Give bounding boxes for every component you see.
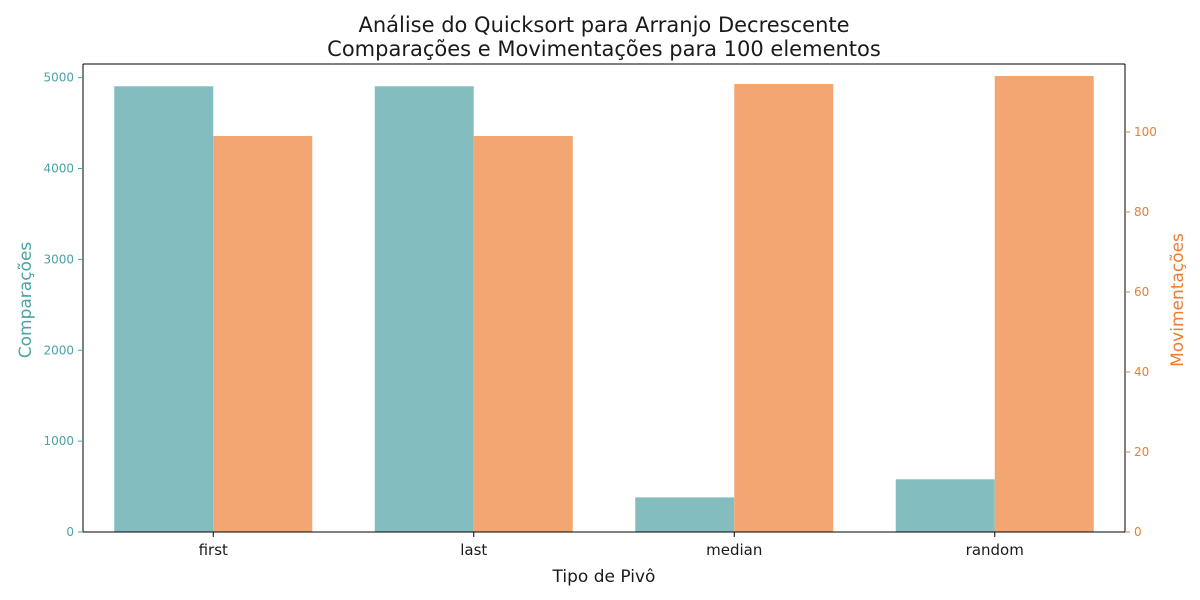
y-left-tick-label: 0 [66, 525, 74, 539]
y-right-tick-label: 20 [1134, 445, 1149, 459]
y-left-tick-label: 2000 [43, 343, 74, 357]
y-right-tick-label: 40 [1134, 365, 1149, 379]
ticks-group: first last median random0100020003000400050… [43, 71, 1156, 559]
y-axis-right-label: Movimentações [1168, 233, 1188, 367]
x-tick-label-first: first [199, 541, 228, 559]
y-left-tick-label: 4000 [43, 162, 74, 176]
y-right-tick-label: 80 [1134, 205, 1149, 219]
x-axis-label: Tipo de Pivô [552, 567, 656, 587]
y-right-tick-label: 100 [1134, 125, 1157, 139]
y-left-tick-label: 3000 [43, 252, 74, 266]
x-tick-label-last: last [460, 541, 487, 559]
bar-comparacoes-random [895, 479, 995, 532]
bars-group [114, 76, 1094, 533]
chart-title-line-2: Comparações e Movimentações para 100 ele… [327, 37, 881, 61]
y-left-tick-label: 5000 [43, 71, 74, 85]
y-left-tick-label: 1000 [43, 434, 74, 448]
bar-movimentacoes-last [473, 136, 573, 532]
bar-movimentacoes-first [213, 136, 313, 532]
bar-movimentacoes-median [734, 84, 834, 532]
x-tick-label-random: random [966, 541, 1024, 559]
axes-group [82, 63, 1126, 533]
y-axis-left-label: Comparações [16, 242, 36, 359]
bar-comparacoes-first [114, 86, 214, 533]
x-tick-label-median: median [706, 541, 762, 559]
chart-title-line-1: Análise do Quicksort para Arranjo Decres… [358, 13, 849, 37]
bar-comparacoes-last [374, 86, 474, 533]
bar-comparacoes-median [635, 497, 735, 532]
y-right-tick-label: 60 [1134, 285, 1149, 299]
bar-movimentacoes-random [994, 76, 1094, 532]
y-right-tick-label: 0 [1134, 525, 1142, 539]
